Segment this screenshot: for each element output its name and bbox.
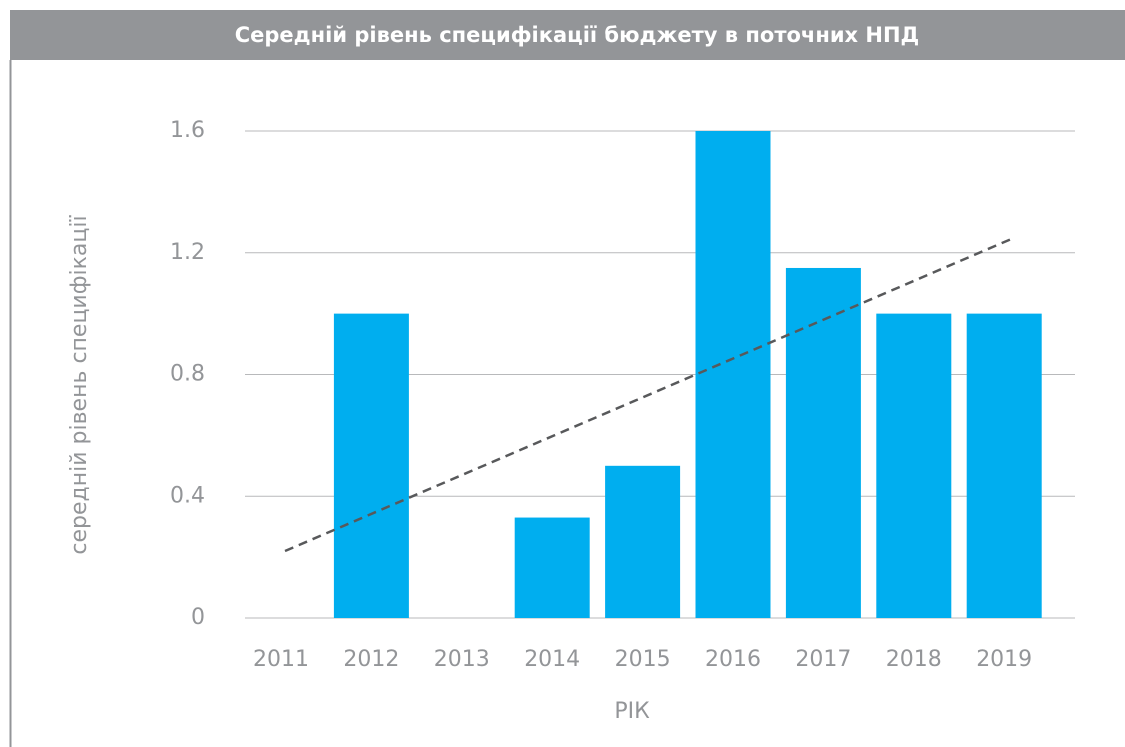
bar [514, 517, 590, 618]
x-tick-label: 2015 [615, 647, 671, 672]
y-tick-label: 0 [191, 605, 205, 630]
bar [333, 313, 409, 618]
x-tick-label: 2013 [434, 647, 490, 672]
bar [605, 465, 681, 618]
title-bar [10, 10, 1125, 60]
x-tick-label: 2012 [343, 647, 399, 672]
bar [966, 313, 1042, 618]
y-tick-label: 1.6 [170, 118, 205, 143]
x-tick-label: 2018 [886, 647, 942, 672]
chart-title: Середній рівень специфікації бюджету в п… [235, 23, 920, 47]
bar [876, 313, 952, 618]
bar [695, 131, 771, 618]
x-axis-label: РІК [614, 699, 650, 724]
trend-line [284, 237, 1012, 553]
y-tick-label: 1.2 [170, 240, 205, 265]
x-tick-label: 2011 [253, 647, 309, 672]
y-tick-label: 0.4 [170, 483, 205, 508]
x-tick-label: 2019 [976, 647, 1032, 672]
y-axis-label: середній рівень специфікації [67, 215, 92, 555]
x-tick-label: 2014 [524, 647, 580, 672]
x-tick-label: 2017 [795, 647, 851, 672]
bar [785, 267, 861, 618]
x-tick-label: 2016 [705, 647, 761, 672]
y-tick-label: 0.8 [170, 362, 205, 387]
